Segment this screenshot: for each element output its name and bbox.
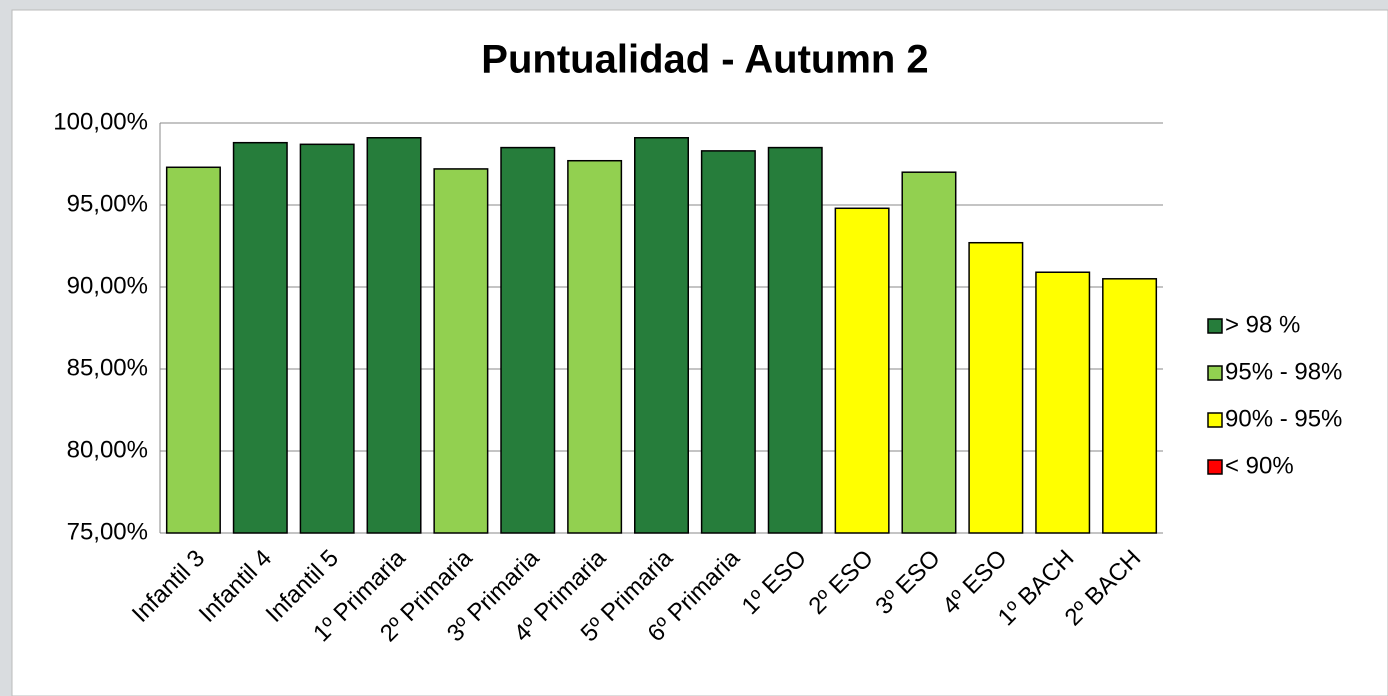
y-tick-label: 90,00% — [67, 272, 148, 299]
bar — [299, 143, 355, 534]
legend-swatch — [1207, 412, 1223, 428]
bar — [834, 207, 890, 534]
bar — [1035, 271, 1091, 534]
bar — [968, 241, 1024, 534]
bar — [366, 137, 422, 534]
bar — [634, 137, 689, 534]
legend-swatch — [1207, 365, 1223, 381]
bar — [433, 168, 489, 534]
bar — [232, 141, 288, 534]
bar — [700, 150, 756, 534]
legend-swatch — [1207, 459, 1223, 475]
bar — [165, 166, 221, 534]
chart-title: Puntualidad - Autumn 2 — [481, 38, 928, 82]
y-tick-label: 80,00% — [67, 436, 148, 463]
legend-label: 95% - 98% — [1225, 358, 1342, 385]
y-tick-label: 85,00% — [67, 354, 148, 381]
legend-swatch — [1207, 318, 1223, 334]
bar — [901, 171, 957, 534]
y-tick-label: 100,00% — [53, 108, 148, 135]
bar — [500, 146, 556, 534]
legend-label: 90% - 95% — [1225, 405, 1342, 432]
bar — [567, 159, 623, 534]
legend-label: < 90% — [1225, 452, 1294, 479]
y-tick-label: 95,00% — [67, 190, 148, 217]
y-tick-label: 75,00% — [67, 518, 148, 545]
bar — [767, 146, 823, 534]
bar — [1102, 278, 1158, 534]
legend-label: > 98 % — [1225, 311, 1300, 338]
